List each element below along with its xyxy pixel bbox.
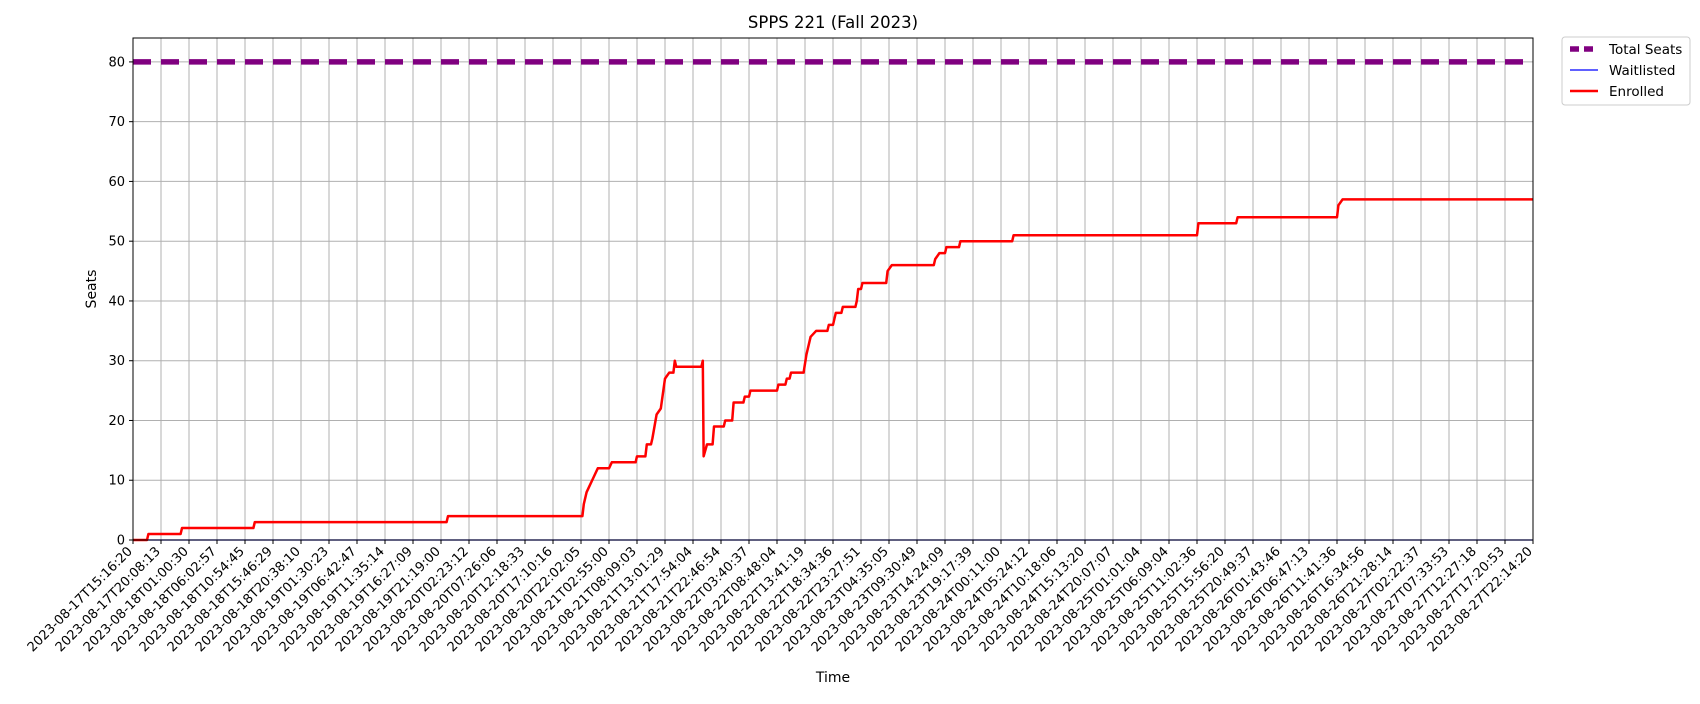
legend-label: Enrolled: [1609, 84, 1664, 100]
legend-label: Total Seats: [1608, 42, 1682, 58]
y-axis-label: Seats: [84, 270, 100, 309]
y-tick-label: 60: [108, 175, 125, 190]
y-tick-label: 40: [108, 294, 125, 309]
y-tick-label: 70: [108, 115, 125, 130]
chart-title: SPPS 221 (Fall 2023): [748, 13, 918, 32]
legend: Total Seats Waitlisted Enrolled: [1561, 36, 1691, 106]
y-axis: 0 10 20 30 40 50 60 70 80: [108, 55, 133, 549]
x-axis-label: Time: [815, 670, 850, 686]
legend-label: Waitlisted: [1609, 63, 1676, 79]
y-tick-label: 10: [108, 474, 125, 489]
y-tick-label: 30: [108, 354, 125, 369]
y-tick-label: 20: [108, 414, 125, 429]
x-axis: 2023-08-17T15:16:202023-08-17T20:08:1320…: [25, 540, 1536, 655]
series-line-enrolled: [133, 198, 1533, 542]
legend-frame: [1561, 36, 1691, 106]
y-tick-label: 80: [108, 55, 125, 70]
y-tick-label: 0: [117, 534, 125, 549]
y-tick-label: 50: [108, 235, 125, 250]
